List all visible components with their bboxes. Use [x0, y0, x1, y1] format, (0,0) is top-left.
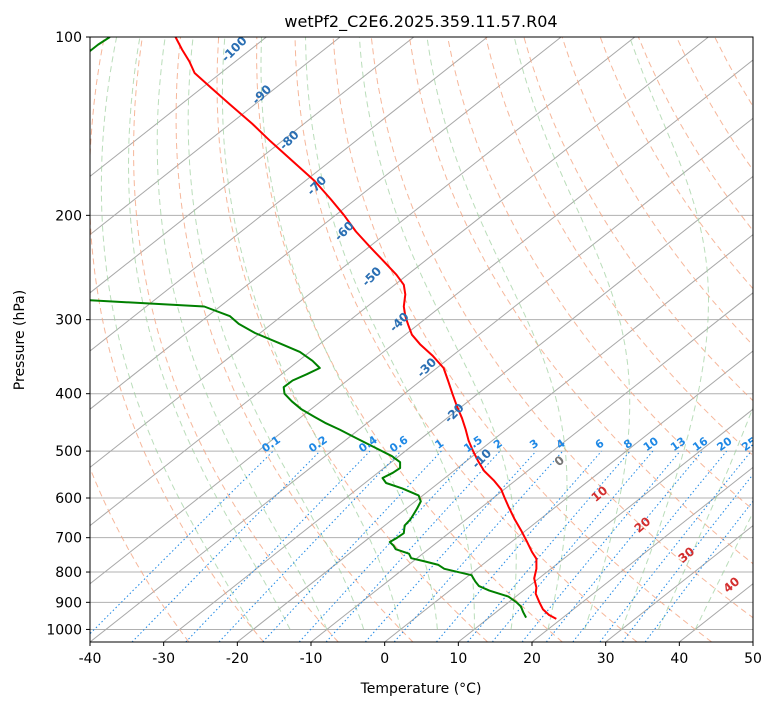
y-tick-label: 600: [55, 491, 82, 507]
isotherm-line: [752, 641, 753, 642]
plot-frame: [89, 36, 754, 643]
dry-adiabat: [370, 37, 753, 619]
x-axis-label: Temperature (°C): [360, 681, 482, 697]
skewed-isotherms: [90, 37, 753, 642]
dry-adiabat: [408, 37, 753, 565]
mixing-ratio-line: [262, 450, 442, 642]
dry-adiabat: [332, 37, 713, 642]
isotherm-line: [90, 117, 753, 642]
mixing-ratio-line: [491, 450, 654, 642]
mixing-ratio-line: [572, 450, 727, 642]
y-tick-label: 900: [55, 595, 82, 611]
background-lines: [90, 37, 753, 642]
y-tick-label: 1000: [46, 622, 82, 638]
mixing-ratio-line: [185, 450, 371, 642]
mixing-ratio-line: [644, 500, 753, 642]
mixing-ratio-line: [131, 450, 321, 642]
dry-adiabat: [561, 37, 753, 346]
dry-adiabat: [256, 37, 563, 642]
isotherm-line: [90, 37, 636, 469]
isotherm-line: [163, 175, 753, 642]
temperature-profile: [174, 37, 557, 620]
isotherm-line: [531, 466, 753, 642]
dry-adiabat: [90, 466, 190, 642]
x-tick-label: -10: [300, 651, 323, 667]
x-tick-label: -40: [79, 651, 102, 667]
isotherm-line: [90, 37, 562, 410]
y-tick-label: 300: [55, 313, 82, 329]
dry-adiabat: [447, 37, 753, 511]
dry-adiabat: [175, 37, 414, 642]
isotherm-line: [90, 37, 341, 236]
isotherm-line: [384, 350, 753, 642]
x-tick-label: 40: [670, 651, 688, 667]
x-tick-label: -30: [152, 651, 175, 667]
isotherm-line: [605, 524, 753, 642]
x-tick-label: 20: [523, 651, 541, 667]
moist-adiabat: [260, 37, 438, 630]
dry-adiabat: [216, 37, 488, 642]
y-axis-label: Pressure (hPa): [12, 290, 28, 390]
isotherm-line: [90, 37, 415, 294]
isotherm-line: [236, 233, 753, 642]
moist-adiabat: [187, 37, 365, 630]
moist-adiabat: [513, 37, 631, 630]
chart-title: wetPf2_C2E6.2025.359.11.57.R04: [284, 12, 557, 32]
dry-adiabat: [752, 37, 753, 39]
y-tick-label: 700: [55, 531, 82, 547]
x-tick-label: 50: [744, 651, 762, 667]
y-tick-label: 500: [55, 444, 82, 460]
mixing-ratio-line: [298, 450, 476, 642]
x-axis: -40 -30 -20 -10 0 10 20 30 40 50: [79, 642, 762, 667]
x-tick-label: -20: [226, 651, 249, 667]
y-tick-label: 800: [55, 565, 82, 581]
y-tick-label: 100: [55, 30, 82, 46]
plot-background: [90, 37, 753, 642]
y-tick-label: 400: [55, 387, 82, 403]
mixing-ratio-label: 30: [760, 434, 775, 454]
isotherm-line: [90, 37, 709, 527]
x-tick-label: 10: [449, 651, 467, 667]
profiles: [90, 37, 557, 620]
isotherm-line: [90, 37, 267, 178]
moist-adiabat: [305, 37, 475, 630]
moist-adiabats: [100, 37, 753, 630]
isotherm-line: [90, 59, 753, 585]
moist-adiabat: [621, 37, 709, 630]
isotherm-line: [310, 292, 753, 642]
isotherm-line: [457, 408, 753, 642]
mixing-ratio-line: [325, 450, 501, 642]
moist-adiabat: [657, 406, 753, 630]
dry-adiabat: [485, 37, 753, 457]
moist-adiabat: [221, 37, 402, 630]
dewpoint-profile: [90, 37, 527, 619]
isotherm-line: [90, 37, 488, 352]
dry-adiabat: [523, 37, 753, 402]
dry-adiabats: [90, 37, 753, 642]
dry-adiabat: [599, 37, 753, 290]
y-tick-label: 200: [55, 208, 82, 224]
x-tick-label: 30: [597, 651, 615, 667]
moist-adiabat: [358, 37, 517, 630]
y-axis: 100 200 300 400 500 600 700 800 900 1000: [46, 30, 90, 638]
x-tick-label: 0: [380, 651, 389, 667]
dry-adiabat: [90, 37, 264, 642]
moist-adiabat: [127, 37, 291, 630]
moist-adiabat: [100, 37, 254, 630]
moist-adiabat: [156, 37, 328, 630]
mixing-ratio-line: [218, 450, 402, 642]
mixing-ratio-line: [521, 450, 681, 642]
mixing-ratio-line: [545, 450, 703, 642]
moist-adiabat: [426, 37, 568, 630]
dry-adiabat: [294, 37, 638, 642]
mixing-ratio-line: [393, 450, 564, 642]
mixing-ratio-line: [90, 450, 274, 635]
